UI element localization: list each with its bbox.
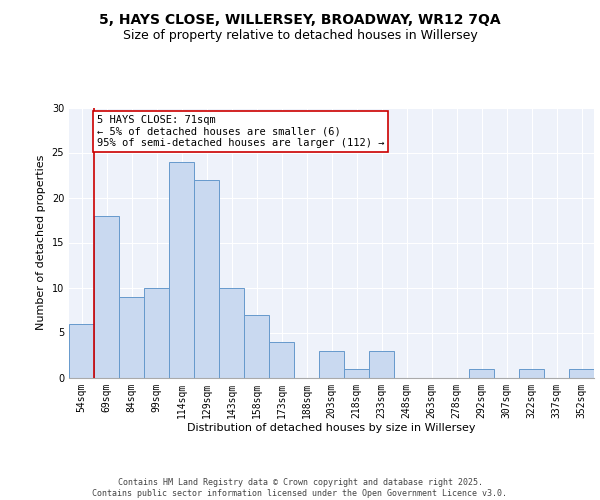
Bar: [69, 324, 94, 378]
Bar: [144, 288, 169, 378]
Bar: [369, 350, 394, 378]
Text: 5, HAYS CLOSE, WILLERSEY, BROADWAY, WR12 7QA: 5, HAYS CLOSE, WILLERSEY, BROADWAY, WR12…: [99, 12, 501, 26]
Bar: [94, 216, 119, 378]
Bar: [169, 162, 194, 378]
Bar: [269, 342, 294, 378]
Bar: [519, 368, 544, 378]
Bar: [119, 296, 144, 378]
Text: 5 HAYS CLOSE: 71sqm
← 5% of detached houses are smaller (6)
95% of semi-detached: 5 HAYS CLOSE: 71sqm ← 5% of detached hou…: [97, 114, 385, 148]
Bar: [244, 314, 269, 378]
Bar: [344, 368, 369, 378]
Bar: [569, 368, 594, 378]
Y-axis label: Number of detached properties: Number of detached properties: [36, 155, 46, 330]
Bar: [319, 350, 344, 378]
Bar: [469, 368, 494, 378]
X-axis label: Distribution of detached houses by size in Willersey: Distribution of detached houses by size …: [187, 423, 476, 433]
Text: Contains HM Land Registry data © Crown copyright and database right 2025.
Contai: Contains HM Land Registry data © Crown c…: [92, 478, 508, 498]
Bar: [219, 288, 244, 378]
Bar: [194, 180, 219, 378]
Text: Size of property relative to detached houses in Willersey: Size of property relative to detached ho…: [122, 29, 478, 42]
